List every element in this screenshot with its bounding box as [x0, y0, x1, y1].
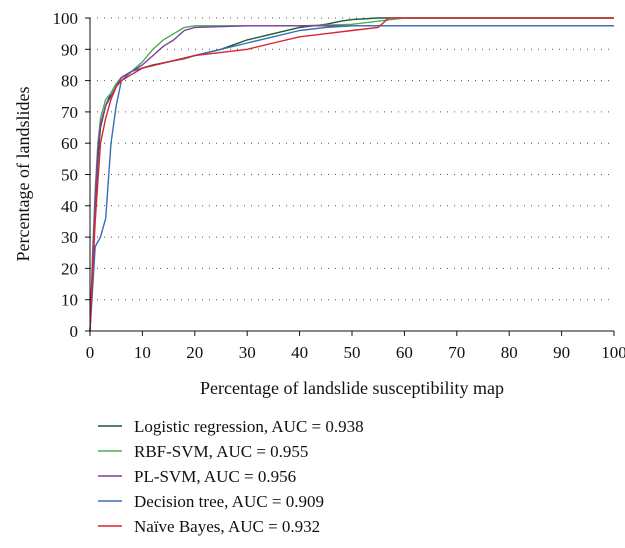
series-line: [89, 17, 614, 332]
y-tick-label: 0: [70, 322, 79, 341]
y-tick-label: 20: [61, 259, 78, 278]
x-tick-label: 40: [291, 343, 308, 362]
x-tick-label: 30: [239, 343, 256, 362]
axes: [89, 18, 614, 332]
y-tick-label: 80: [61, 72, 78, 91]
series-line: [89, 25, 614, 332]
y-axis-title: Percentage of landslides: [13, 87, 33, 262]
legend-label: Naïve Bayes, AUC = 0.932: [134, 517, 320, 536]
x-tick-label: 100: [601, 343, 625, 362]
legend-label: Decision tree, AUC = 0.909: [134, 492, 324, 511]
x-tick-label: 20: [186, 343, 203, 362]
series-line: [89, 25, 614, 332]
y-tick-label: 60: [61, 134, 78, 153]
series-line: [89, 17, 614, 332]
x-tick-label: 80: [501, 343, 518, 362]
y-tick-label: 50: [61, 166, 78, 185]
y-tick-label: 70: [61, 103, 78, 122]
legend-label: Logistic regression, AUC = 0.938: [134, 417, 364, 436]
series-line: [89, 17, 614, 332]
legend-label: RBF-SVM, AUC = 0.955: [134, 442, 308, 461]
x-tick-label: 90: [553, 343, 570, 362]
x-tick-label: 10: [134, 343, 151, 362]
y-tick-label: 90: [61, 40, 78, 59]
legend-label: PL-SVM, AUC = 0.956: [134, 467, 296, 486]
x-tick-label: 60: [396, 343, 413, 362]
x-tick-labels: 0 10 20 30 40 50 60 70 80 90 100: [86, 331, 625, 362]
legend: Logistic regression, AUC = 0.938 RBF-SVM,…: [98, 417, 364, 536]
x-axis-title: Percentage of landslide susceptibility m…: [200, 378, 504, 398]
series-lines: [89, 17, 614, 332]
gridlines: [90, 17, 614, 301]
x-tick-label: 70: [448, 343, 465, 362]
y-tick-label: 40: [61, 197, 78, 216]
y-tick-label: 10: [61, 291, 78, 310]
y-tick-labels: 0 10 20 30 40 50 60 70 80 90 100: [53, 9, 90, 341]
y-tick-label: 30: [61, 228, 78, 247]
x-tick-label: 50: [344, 343, 361, 362]
y-tick-label: 100: [53, 9, 79, 28]
x-tick-label: 0: [86, 343, 95, 362]
